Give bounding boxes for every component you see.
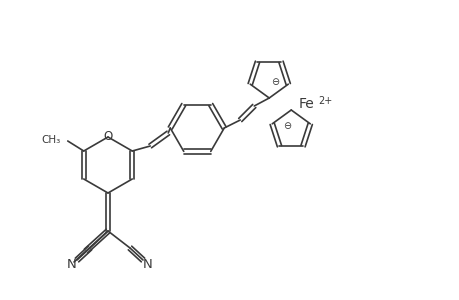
Text: Fe: Fe <box>297 97 313 111</box>
Text: N: N <box>143 259 152 272</box>
Text: ⊖: ⊖ <box>271 77 279 87</box>
Text: CH₃: CH₃ <box>41 135 61 145</box>
Text: 2+: 2+ <box>318 96 332 106</box>
Text: ⊖: ⊖ <box>283 121 291 131</box>
Text: N: N <box>67 259 77 272</box>
Text: O: O <box>103 130 112 142</box>
